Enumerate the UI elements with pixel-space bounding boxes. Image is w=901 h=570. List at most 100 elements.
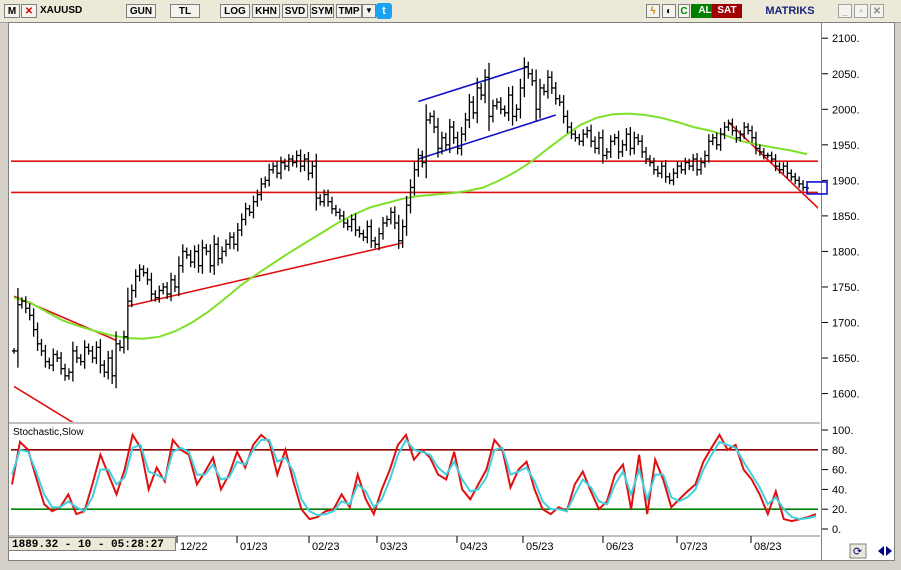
price-bar <box>530 68 535 86</box>
price-bar <box>114 331 119 389</box>
price-bar <box>651 157 656 175</box>
toolbar-button-log[interactable]: LOG <box>220 4 250 18</box>
price-bar <box>396 214 401 249</box>
toolbar-button-tl[interactable]: TL <box>170 4 200 18</box>
price-axis-label: 1850. <box>832 211 860 223</box>
time-axis-label: 07/23 <box>680 541 708 553</box>
price-bar <box>247 204 252 217</box>
price-bar <box>55 350 60 362</box>
price-bar <box>706 134 711 163</box>
toolbar-button-svd[interactable]: SVD <box>282 4 308 18</box>
price-bar <box>596 131 601 155</box>
restore-icon[interactable]: ▫ <box>854 4 868 18</box>
menu-button[interactable]: M <box>4 4 20 18</box>
remove-symbol-icon[interactable]: ✕ <box>21 4 37 18</box>
toggle-icon[interactable]: ◐ <box>662 4 676 18</box>
price-bar <box>157 285 162 303</box>
price-bar <box>145 267 150 285</box>
price-bar <box>746 123 751 135</box>
price-bar <box>487 62 492 131</box>
price-bar <box>31 308 36 337</box>
time-axis-label: 02/23 <box>312 541 340 553</box>
brand-logo: MATRIKS <box>765 5 815 17</box>
minimize-icon[interactable]: _ <box>838 4 852 18</box>
stoch-title: Stochastic,Slow <box>13 427 84 438</box>
price-bar <box>722 122 727 140</box>
price-bar <box>718 128 723 151</box>
price-bar <box>757 144 762 156</box>
template-dropdown-icon[interactable]: ▼ <box>362 4 376 18</box>
price-bar <box>659 161 664 179</box>
price-bar <box>326 189 331 207</box>
price-axis-label: 1650. <box>832 353 860 365</box>
price-bar <box>502 105 507 117</box>
price-bar <box>176 256 181 297</box>
price-bar <box>377 227 382 251</box>
price-bar <box>259 177 264 201</box>
chart-panel[interactable] <box>8 22 822 561</box>
price-bar <box>451 121 456 144</box>
lightning-icon[interactable]: ϟ <box>646 4 660 18</box>
price-bar <box>459 127 464 156</box>
price-bar <box>172 274 177 292</box>
price-bar <box>216 237 221 266</box>
price-bar <box>169 272 174 302</box>
price-bar <box>47 357 52 370</box>
price-bar <box>750 125 755 143</box>
price-axis-label: 2100. <box>832 33 860 45</box>
price-axis-label: 2050. <box>832 69 860 81</box>
price-bar <box>322 189 327 207</box>
scroll-right-icon <box>886 546 892 556</box>
price-bar <box>463 112 468 142</box>
toolbar-button-tmp[interactable]: TMP <box>336 4 362 18</box>
price-bar <box>687 158 692 171</box>
price-bar <box>647 155 652 167</box>
price-bar <box>726 119 731 131</box>
price-bar <box>106 350 111 380</box>
price-bar <box>691 154 696 172</box>
price-bar <box>730 118 735 136</box>
price-bar <box>773 154 778 172</box>
twitter-share-icon[interactable]: t <box>376 3 392 19</box>
price-bar <box>392 206 397 230</box>
price-bar <box>628 127 633 156</box>
price-bar <box>137 264 142 282</box>
toolbar-button-sym[interactable]: SYM <box>310 4 334 18</box>
time-axis-label: 05/23 <box>526 541 554 553</box>
close-icon[interactable]: ✕ <box>870 4 884 18</box>
price-bar <box>675 161 680 179</box>
price-bar <box>620 139 625 157</box>
price-bar <box>600 129 605 164</box>
price-bar <box>667 172 672 185</box>
chart-toolbar: M ✕ XAUUSD GUN TL LOG KHN SVD SYM TMP ▼ t ϟ ◐ … <box>0 0 901 23</box>
time-axis-label: 12/22 <box>180 541 208 553</box>
price-bar <box>43 344 48 368</box>
price-bar <box>585 126 590 139</box>
toolbar-button-gun[interactable]: GUN <box>126 4 156 18</box>
price-bar <box>769 151 774 163</box>
price-bar <box>518 78 523 119</box>
price-bar <box>149 272 154 302</box>
price-bar <box>549 71 554 95</box>
sell-button[interactable]: SAT <box>712 4 742 18</box>
price-bar <box>514 104 519 122</box>
price-bar <box>314 153 319 211</box>
price-bar <box>593 136 598 154</box>
price-bar <box>267 163 272 187</box>
price-bar <box>644 146 649 165</box>
price-bar <box>702 150 707 168</box>
toolbar-button-khn[interactable]: KHN <box>252 4 280 18</box>
price-bar <box>27 303 32 321</box>
c-button[interactable]: C <box>678 4 690 18</box>
price-bar <box>447 118 452 153</box>
symbol-field[interactable]: XAUUSD <box>40 5 83 16</box>
price-bar <box>428 112 433 124</box>
price-bar <box>200 239 205 274</box>
price-bar <box>483 69 488 104</box>
stoch-axis-label: 40. <box>832 484 847 496</box>
price-bar <box>341 210 346 228</box>
price-axis-label: 2000. <box>832 104 860 116</box>
price-bar <box>12 348 16 354</box>
time-axis-label: 04/23 <box>460 541 488 553</box>
